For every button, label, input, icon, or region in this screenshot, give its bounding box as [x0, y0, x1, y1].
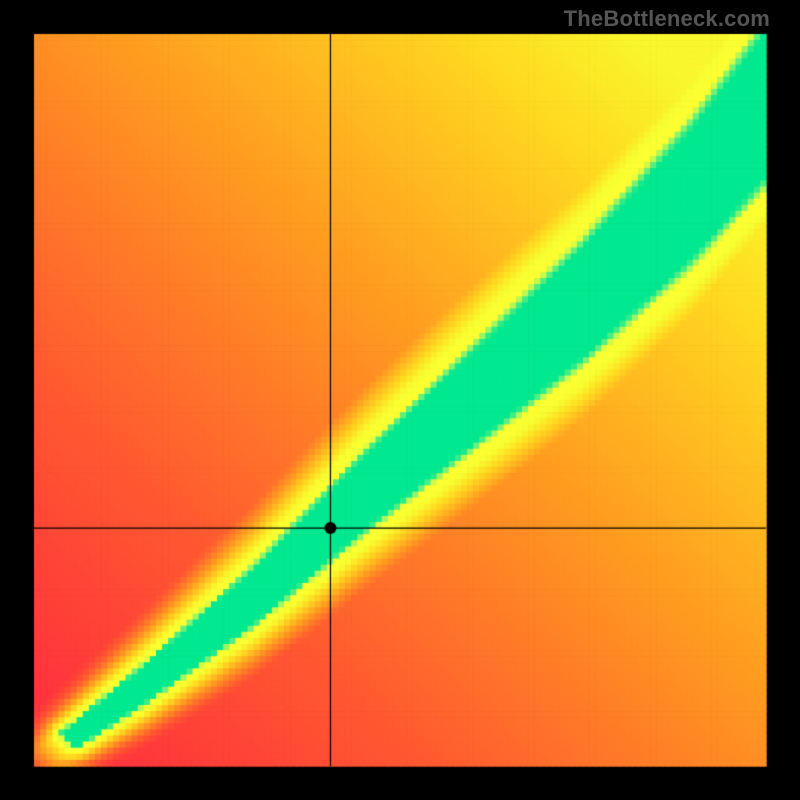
chart-container: TheBottleneck.com: [0, 0, 800, 800]
watermark-text: TheBottleneck.com: [564, 6, 770, 32]
heatmap-canvas: [0, 0, 800, 800]
